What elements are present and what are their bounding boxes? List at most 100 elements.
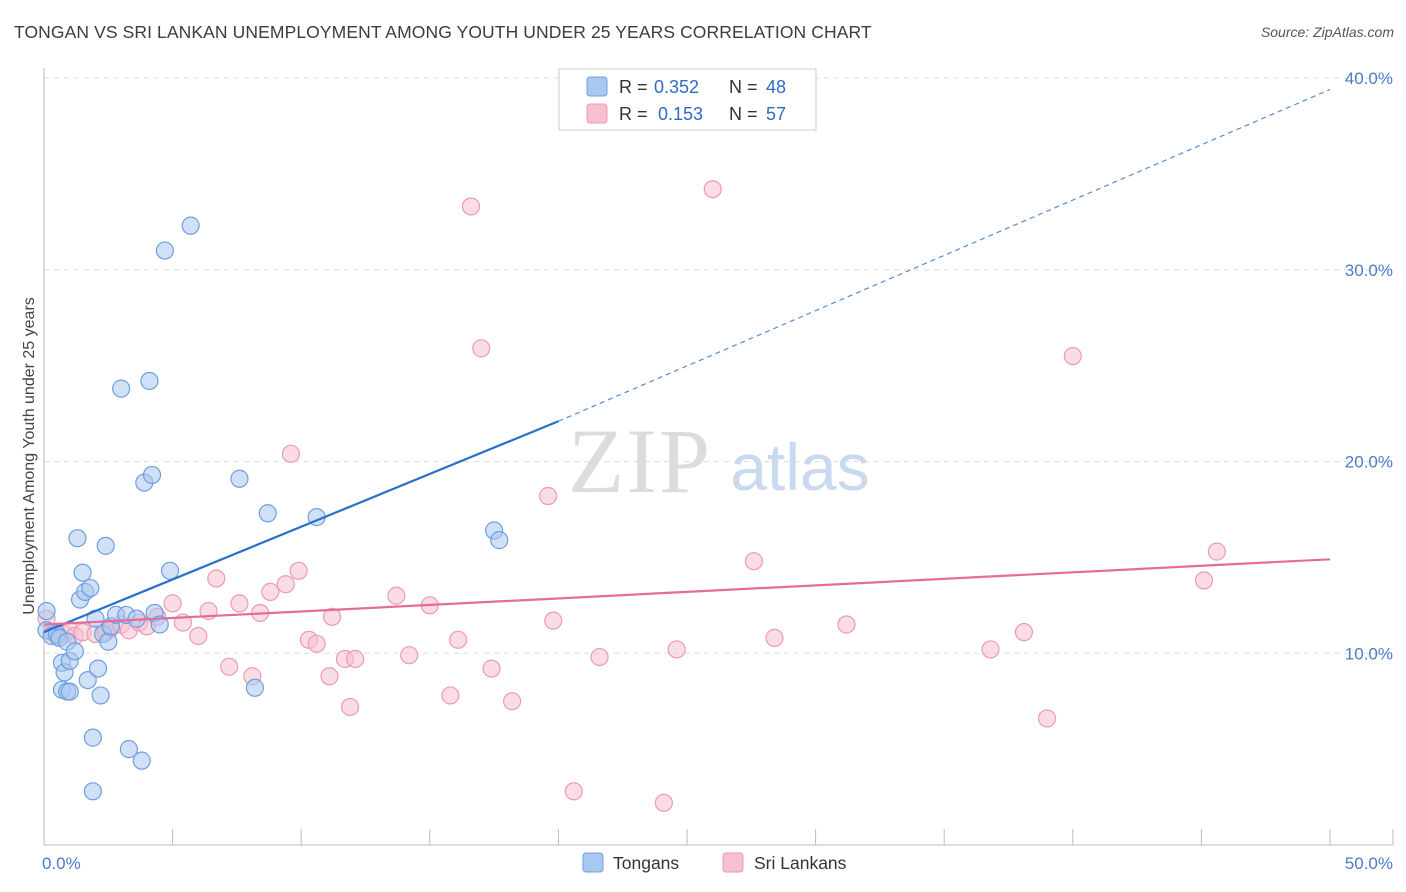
grid-lines — [44, 77, 1393, 654]
srilankan-point — [539, 486, 558, 506]
srilankan-point — [163, 594, 182, 613]
srilankan-point — [276, 575, 295, 594]
trend-line-tongan — [43, 420, 559, 634]
legend-n-value-tongan: 48 — [766, 77, 786, 97]
legend-swatch-srilankan — [586, 103, 608, 124]
srilankan-point — [461, 197, 481, 216]
y-tick-label-1: 20.0% — [1345, 453, 1393, 472]
bottom-legend-swatch-tongan — [582, 852, 604, 873]
x-tick-label-0: 0.0% — [42, 854, 81, 873]
srilankan-point — [207, 569, 226, 588]
tongan-points — [37, 216, 509, 801]
srilankan-point — [448, 630, 468, 649]
tongan-point — [96, 536, 115, 555]
legend-r-label-tongan: R = — [619, 77, 648, 97]
srilankan-point — [1207, 542, 1226, 561]
tongan-point — [83, 728, 102, 747]
tongan-point — [258, 504, 277, 523]
watermark-zip: ZIP — [568, 410, 712, 512]
axes — [43, 68, 1394, 846]
srilankan-point — [765, 628, 784, 648]
srilankan-point — [322, 607, 342, 626]
watermark-atlas: atlas — [730, 430, 869, 504]
tongan-point — [245, 678, 265, 697]
chart-title: TONGAN VS SRI LANKAN UNEMPLOYMENT AMONG … — [14, 22, 872, 42]
tongan-point — [132, 751, 151, 770]
tongan-point — [150, 615, 169, 634]
tongan-point — [142, 465, 162, 485]
srilankan-point — [340, 697, 360, 717]
srilankan-point — [400, 646, 419, 665]
bottom-legend-label-srilankan: Sri Lankans — [754, 853, 847, 873]
tongan-point — [78, 670, 97, 690]
srilankan-point — [220, 657, 239, 676]
y-tick-label-0: 10.0% — [1345, 644, 1393, 663]
tongan-point — [181, 216, 200, 235]
watermark: ZIP atlas — [568, 410, 870, 512]
srilankan-point — [320, 667, 339, 686]
srilankan-point — [503, 692, 522, 711]
y-tick-label-3: 40.0% — [1345, 69, 1393, 88]
tongan-point — [81, 578, 100, 598]
srilankan-point — [590, 647, 609, 667]
srilankan-point — [744, 552, 763, 571]
srilankan-point — [1063, 346, 1082, 366]
source-credit: Source: ZipAtlas.com — [1260, 24, 1394, 40]
tick-labels: 10.0% 20.0% 30.0% 40.0% 0.0% 50.0% — [42, 69, 1393, 873]
tongan-point — [140, 371, 159, 391]
srilankan-point — [1014, 623, 1034, 642]
legend-swatch-tongan — [586, 76, 608, 97]
srilankan-point — [189, 626, 208, 646]
srilankan-point — [281, 444, 301, 463]
tongan-point — [65, 642, 84, 661]
tongan-point — [37, 601, 56, 621]
legend-n-label-tongan: N = — [729, 77, 758, 97]
srilankan-point — [230, 594, 249, 613]
srilankan-point — [307, 634, 326, 653]
srilankan-point — [564, 782, 583, 801]
legend: R = 0.352 N = 48 R = 0.153 N = 57 — [558, 68, 817, 131]
legend-r-value-tongan: 0.352 — [654, 77, 699, 97]
tongan-point — [155, 241, 174, 260]
srilankan-point — [387, 586, 406, 605]
tongan-point — [88, 659, 108, 678]
tongan-point — [160, 561, 180, 580]
srilankan-point — [441, 686, 460, 705]
bottom-legend: Tongans Sri Lankans — [582, 852, 847, 873]
tongan-point — [230, 469, 249, 488]
srilankan-point — [654, 793, 673, 812]
trend-line-tongan-extension — [558, 88, 1331, 422]
legend-r-label-srilankan: R = — [619, 104, 648, 124]
srilankan-point — [472, 339, 491, 358]
srilankan-point — [1037, 709, 1057, 728]
tongan-point — [99, 632, 118, 651]
bottom-legend-label-tongan: Tongans — [613, 853, 679, 873]
tongan-point — [490, 531, 509, 550]
tongan-point — [112, 379, 131, 398]
srilankan-point — [703, 180, 722, 199]
tongan-point — [91, 686, 110, 705]
tongan-point — [73, 563, 92, 582]
tongan-point — [119, 740, 138, 759]
legend-n-value-srilankan: 57 — [766, 104, 786, 124]
srilankan-point — [346, 649, 365, 669]
tongan-point — [83, 782, 102, 801]
srilankan-point — [544, 611, 563, 630]
trend-line-srilankan — [43, 558, 1331, 626]
srilankan-point — [667, 640, 686, 659]
y-axis-label: Unemployment Among Youth under 25 years — [21, 297, 38, 615]
legend-n-label-srilankan: N = — [729, 104, 758, 124]
legend-r-value-srilankan: 0.153 — [658, 104, 703, 124]
tongan-point — [60, 682, 79, 701]
srilankan-point — [981, 640, 1000, 659]
srilankan-point — [261, 582, 280, 601]
x-tick-label-1: 50.0% — [1345, 854, 1393, 873]
bottom-legend-swatch-srilankan — [722, 852, 744, 873]
trend-lines — [43, 88, 1331, 634]
srilankan-point — [1194, 571, 1214, 590]
srilankan-point — [837, 615, 856, 634]
srilankan-point — [482, 659, 501, 678]
y-tick-label-2: 30.0% — [1345, 261, 1393, 280]
srilankan-point — [289, 561, 308, 580]
